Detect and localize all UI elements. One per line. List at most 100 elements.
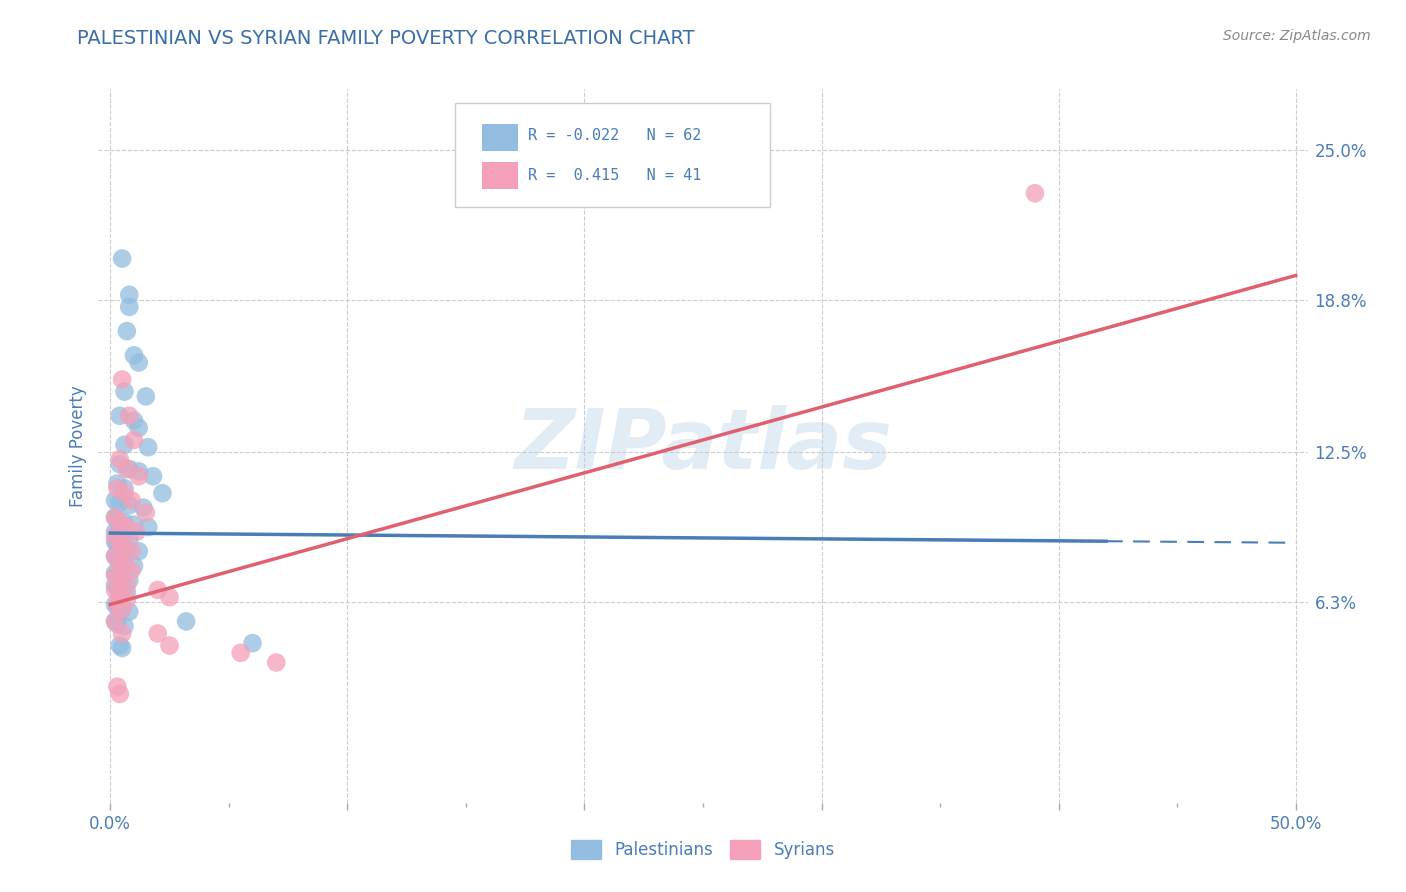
Point [128,464,150,478]
Point [105,513,128,527]
Point [111,540,134,554]
Point [111,530,134,544]
Point [104,582,127,597]
Y-axis label: Family Poverty: Family Poverty [69,385,87,507]
Point [128,544,150,558]
Point [104,615,127,629]
Point [108,534,131,549]
Text: R = -0.022   N = 62: R = -0.022 N = 62 [527,128,702,143]
Point [104,510,127,524]
Point [242,636,264,650]
Point [105,476,128,491]
Point [104,510,127,524]
Point [118,574,141,588]
Point [118,409,141,423]
Point [111,602,134,616]
Point [104,534,127,549]
Point [115,578,138,592]
Point [128,469,150,483]
Point [105,568,128,582]
Point [115,520,138,534]
Point [108,409,131,423]
Point [104,549,127,563]
Point [108,554,131,568]
Point [111,372,134,386]
Point [108,452,131,467]
Point [174,615,197,629]
Point [114,540,136,554]
Point [104,566,127,580]
Text: Source: ZipAtlas.com: Source: ZipAtlas.com [1223,29,1371,43]
Point [115,592,138,607]
Point [142,469,165,483]
Point [118,288,141,302]
Point [115,462,138,476]
Point [229,646,252,660]
Point [108,639,131,653]
Point [132,500,155,515]
Point [121,544,143,558]
Text: R =  0.415   N = 41: R = 0.415 N = 41 [527,168,702,183]
Point [104,493,127,508]
Point [104,530,127,544]
Point [108,496,131,510]
Legend: Palestinians, Syrians: Palestinians, Syrians [565,833,841,866]
Point [114,481,136,495]
Point [118,300,141,314]
FancyBboxPatch shape [456,103,769,207]
Point [121,564,143,578]
Point [111,571,134,585]
Point [135,506,157,520]
Point [125,524,148,539]
Point [105,616,128,631]
Point [114,515,136,529]
Point [1024,186,1046,201]
Point [115,585,138,599]
Text: PALESTINIAN VS SYRIAN FAMILY POVERTY CORRELATION CHART: PALESTINIAN VS SYRIAN FAMILY POVERTY COR… [77,29,695,47]
Point [111,252,134,266]
Point [108,554,131,568]
Point [159,639,181,653]
Point [128,421,150,435]
Point [114,384,136,399]
Point [136,520,159,534]
Point [118,462,141,476]
Point [135,389,157,403]
Point [108,457,131,471]
Point [105,527,128,541]
Point [115,541,138,556]
Point [108,515,131,529]
Point [118,532,141,546]
Point [105,680,128,694]
Point [104,549,127,563]
Point [152,486,174,500]
Point [105,599,128,614]
Point [118,498,141,512]
Point [104,568,127,582]
Point [105,581,128,595]
Point [111,626,134,640]
Point [121,493,143,508]
Point [108,574,131,588]
Point [111,640,134,655]
Point [114,557,136,571]
Point [104,578,127,592]
Point [105,481,128,495]
Text: ZIPatlas: ZIPatlas [515,406,891,486]
Point [264,656,287,670]
Point [122,558,145,573]
Point [159,590,181,604]
Point [105,598,128,612]
Point [122,414,145,428]
Point [111,602,134,616]
Point [146,582,169,597]
Point [108,588,131,602]
FancyBboxPatch shape [482,124,517,152]
Point [128,355,150,369]
FancyBboxPatch shape [482,162,517,189]
Point [122,517,145,532]
Point [122,348,145,362]
Point [146,626,169,640]
Point [111,582,134,597]
Point [105,537,128,551]
